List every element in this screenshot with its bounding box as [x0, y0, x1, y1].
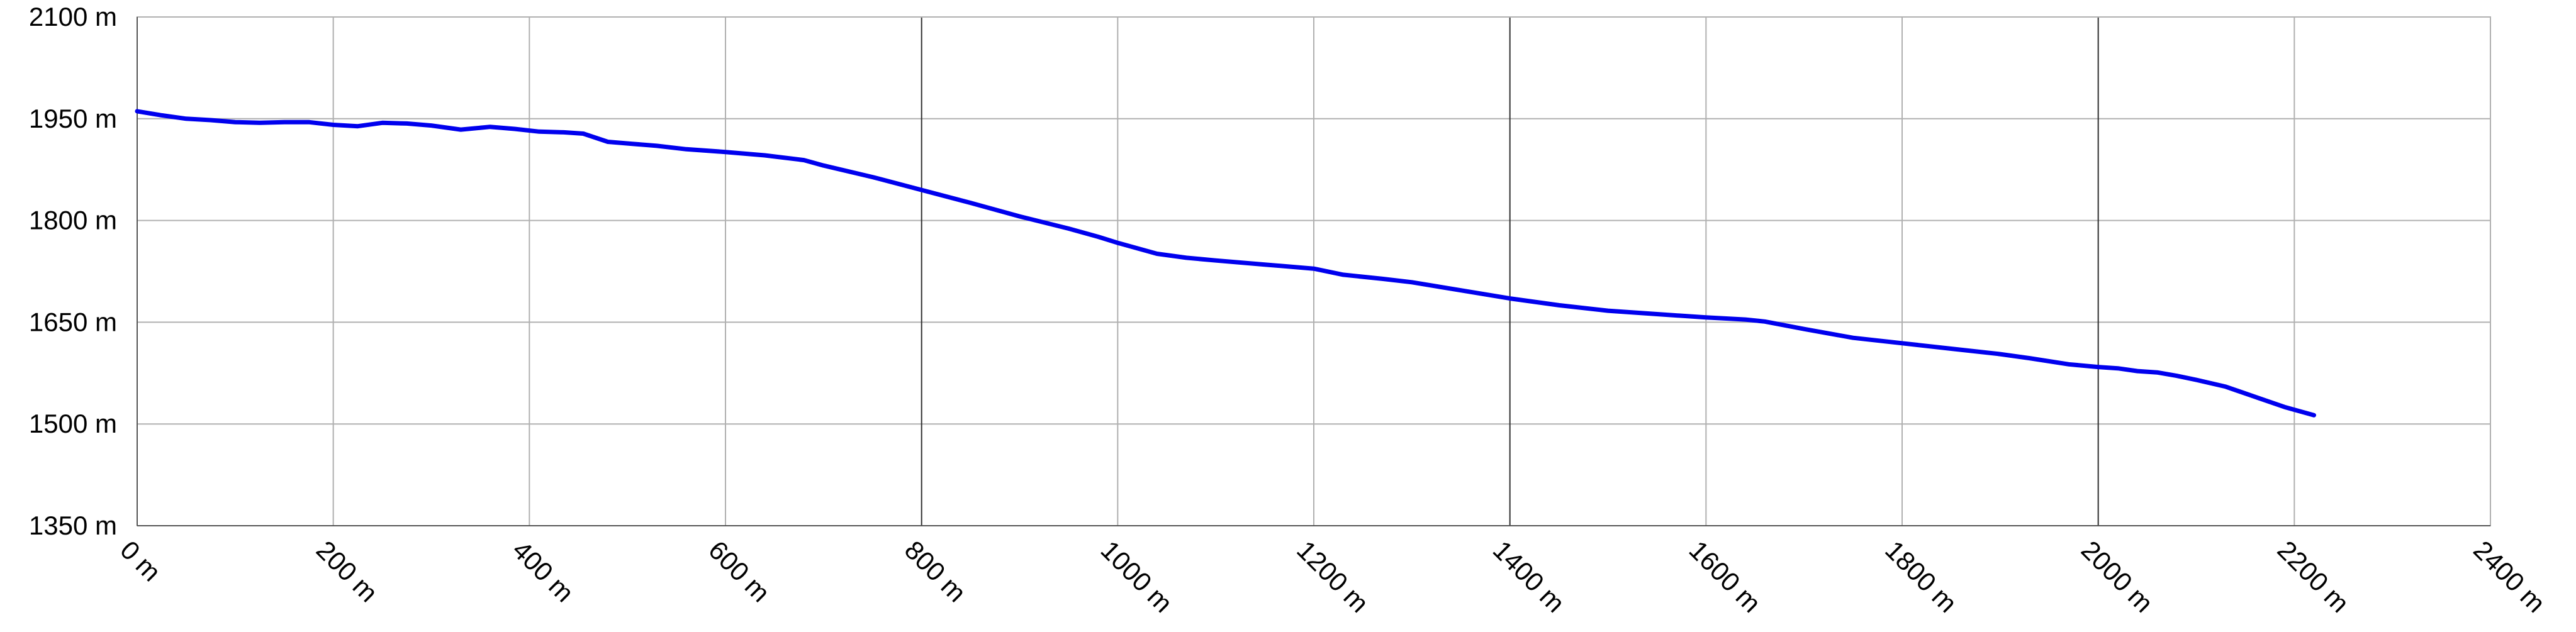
x-axis-ticks: 0 m 200 m 400 m 600 m 800 m 1000 m 1200 m 1400 … — [115, 535, 2551, 618]
x-tick-label: 1600 m — [1683, 535, 1766, 618]
series-layer — [135, 109, 2316, 418]
y-tick-label: 2100 m — [29, 2, 117, 31]
x-tick-label: 2000 m — [2076, 535, 2159, 618]
grid-lines — [137, 16, 2491, 526]
x-tick-label: 1800 m — [1879, 535, 1963, 618]
x-tick-label: 200 m — [311, 535, 384, 608]
elevation-series-line — [135, 109, 2316, 418]
x-tick-label: 800 m — [899, 535, 972, 608]
x-tick-label: 1200 m — [1291, 535, 1374, 618]
x-tick-label: 0 m — [115, 535, 167, 587]
plot-frame — [137, 16, 2491, 526]
y-tick-label: 1800 m — [29, 206, 117, 235]
x-tick-label: 2200 m — [2271, 535, 2355, 618]
x-tick-label: 1000 m — [1095, 535, 1178, 618]
x-tick-label: 1400 m — [1487, 535, 1571, 618]
y-tick-label: 1350 m — [29, 511, 117, 540]
x-tick-label: 400 m — [507, 535, 580, 608]
x-tick-label: 2400 m — [2468, 535, 2551, 618]
y-tick-label: 1950 m — [29, 104, 117, 133]
y-tick-label: 1650 m — [29, 307, 117, 336]
y-tick-label: 1500 m — [29, 409, 117, 438]
y-axis-ticks: 1350 m 1500 m 1650 m 1800 m 1950 m 2100 m — [29, 2, 117, 540]
x-tick-label: 600 m — [703, 535, 776, 608]
